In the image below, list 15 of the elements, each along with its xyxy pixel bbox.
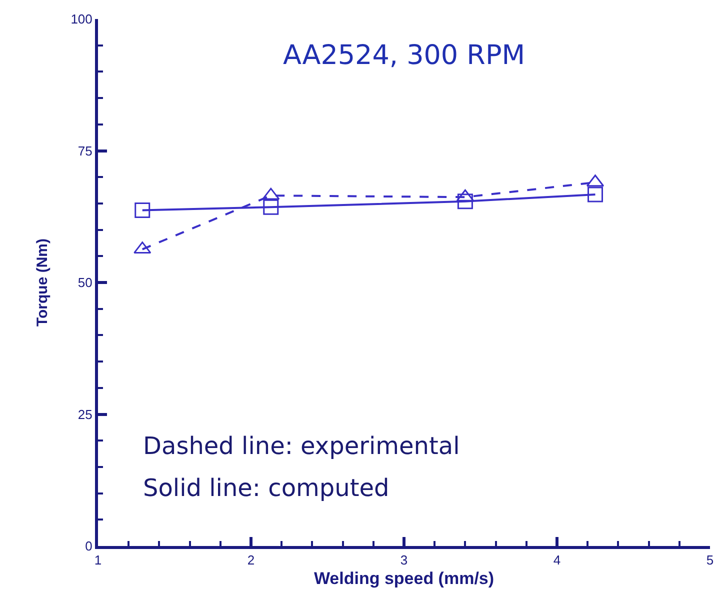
annotation: Solid line: computed xyxy=(143,474,390,502)
x-tick-label: 5 xyxy=(706,552,714,568)
x-tick-label: 4 xyxy=(553,552,561,568)
x-tick-label: 3 xyxy=(400,552,408,568)
y-tick-label: 100 xyxy=(70,12,92,27)
x-tick-label: 1 xyxy=(94,552,102,568)
y-tick-label: 75 xyxy=(78,143,92,158)
x-tick-label: 2 xyxy=(247,552,255,568)
y-tick-label: 25 xyxy=(78,406,92,422)
annotation: AA2524, 300 RPM xyxy=(283,40,526,71)
annotation: Dashed line: experimental xyxy=(143,432,460,460)
y-axis-title: Torque (Nm) xyxy=(34,238,51,327)
y-tick-label: 0 xyxy=(85,538,92,554)
y-tick-label: 50 xyxy=(78,275,92,290)
x-axis-title: Welding speed (mm/s) xyxy=(314,569,494,588)
